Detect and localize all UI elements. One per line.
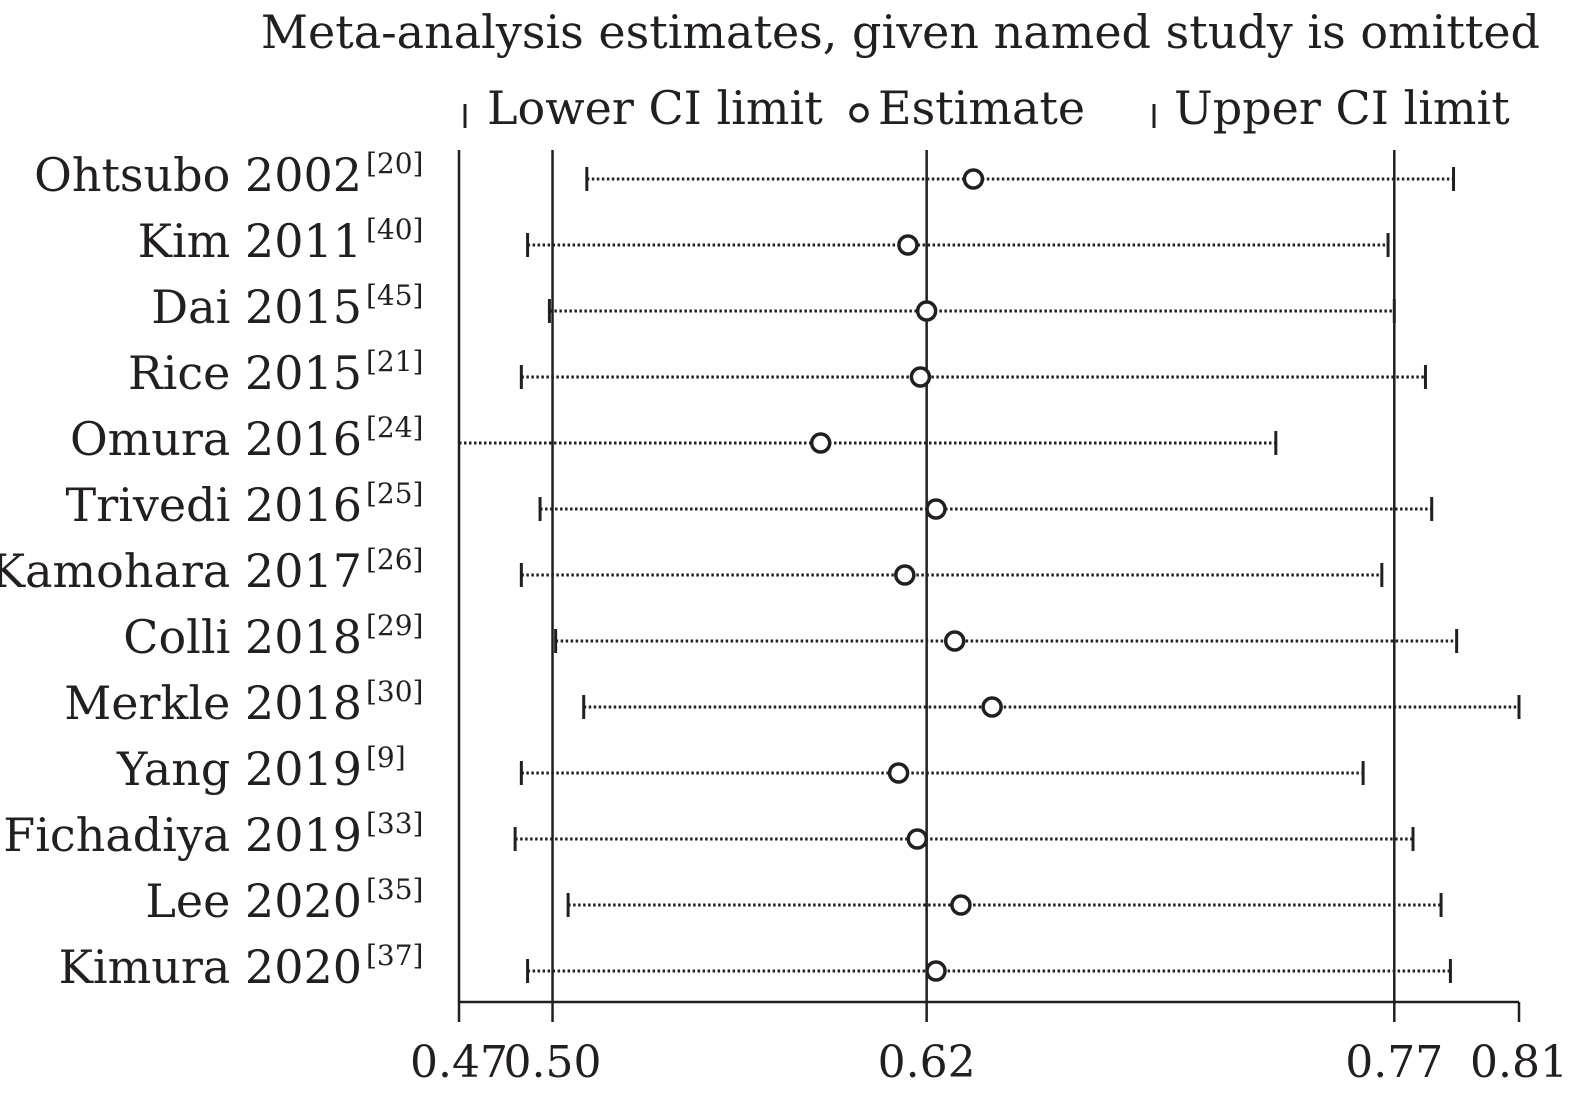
estimate-point	[894, 564, 916, 586]
study-reference: [29]	[366, 609, 423, 642]
study-reference: [26]	[366, 543, 423, 576]
study-label: Kamohara 2017	[0, 544, 362, 598]
estimate-point	[887, 762, 910, 784]
study-reference: [45]	[366, 279, 423, 312]
study-label: Ohtsubo 2002	[34, 148, 362, 202]
study-reference: [37]	[366, 939, 423, 972]
chart-title: Meta-analysis estimates, given named stu…	[261, 5, 1540, 59]
study-label: Merkle 2018	[64, 676, 362, 730]
x-tick-label: 0.81	[1470, 1037, 1568, 1088]
legend-estimate-label: Estimate	[878, 81, 1085, 135]
study-reference: [40]	[366, 213, 423, 246]
estimate-point	[950, 894, 972, 916]
estimate-point	[909, 366, 932, 388]
estimate-point	[915, 300, 938, 322]
estimate-point	[906, 828, 929, 850]
study-label: Kim 2011	[138, 214, 362, 268]
study-reference: [25]	[366, 477, 423, 510]
estimate-point	[981, 696, 1003, 718]
estimate-point	[925, 960, 947, 982]
study-label: Trivedi 2016	[66, 478, 362, 532]
study-reference: [21]	[366, 345, 423, 378]
study-label: Dai 2015	[151, 280, 362, 334]
study-reference: [30]	[366, 675, 423, 708]
study-label: Lee 2020	[145, 874, 362, 928]
estimate-point	[809, 432, 832, 454]
estimate-point	[897, 234, 919, 256]
legend-lower-label: Lower CI limit	[487, 81, 823, 135]
estimate-point	[925, 498, 947, 520]
x-tick-label: 0.77	[1345, 1037, 1443, 1088]
estimate-point	[962, 168, 985, 190]
study-label: Omura 2016	[70, 412, 362, 466]
x-tick-label: 0.50	[504, 1037, 602, 1088]
study-reference: [20]	[366, 147, 423, 180]
legend: Lower CI limit Estimate Upper CI limit	[463, 81, 1510, 135]
x-tick-label: 0.62	[878, 1037, 976, 1088]
estimate-point	[943, 630, 966, 652]
study-label: Fichadiya 2019	[3, 808, 362, 862]
study-label: Colli 2018	[123, 610, 362, 664]
legend-upper-label: Upper CI limit	[1174, 81, 1510, 135]
study-reference: [33]	[366, 807, 423, 840]
legend-estimate-marker	[849, 103, 869, 123]
x-tick-label: 0.47	[410, 1037, 508, 1088]
study-reference: [9]	[366, 741, 406, 774]
study-label: Rice 2015	[128, 346, 362, 400]
study-label: Yang 2019	[116, 742, 362, 796]
study-label: Kimura 2020	[59, 940, 362, 994]
plot-area: 0.470.50 0.62 0.77 0.81 Ohtsubo 2002 [20] Kim …	[0, 147, 1568, 1088]
study-reference: [24]	[366, 411, 423, 444]
study-reference: [35]	[366, 873, 423, 906]
